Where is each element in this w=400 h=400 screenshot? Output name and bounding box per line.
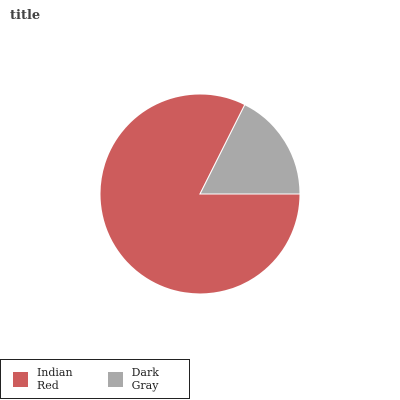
pie-slice-dark-gray [199,103,301,195]
legend-item-dark-gray: Dark Gray [107,366,189,392]
legend-item-indian-red: Indian Red [13,366,98,392]
legend-label-indian-red: Indian Red [36,366,73,392]
legend-label-dark-gray: Dark Gray [131,366,159,392]
chart-title: title [10,8,41,23]
legend-swatch-dark-gray [107,371,123,387]
legend-swatch-indian-red [13,371,28,387]
legend: Indian Red Dark Gray [0,359,190,399]
